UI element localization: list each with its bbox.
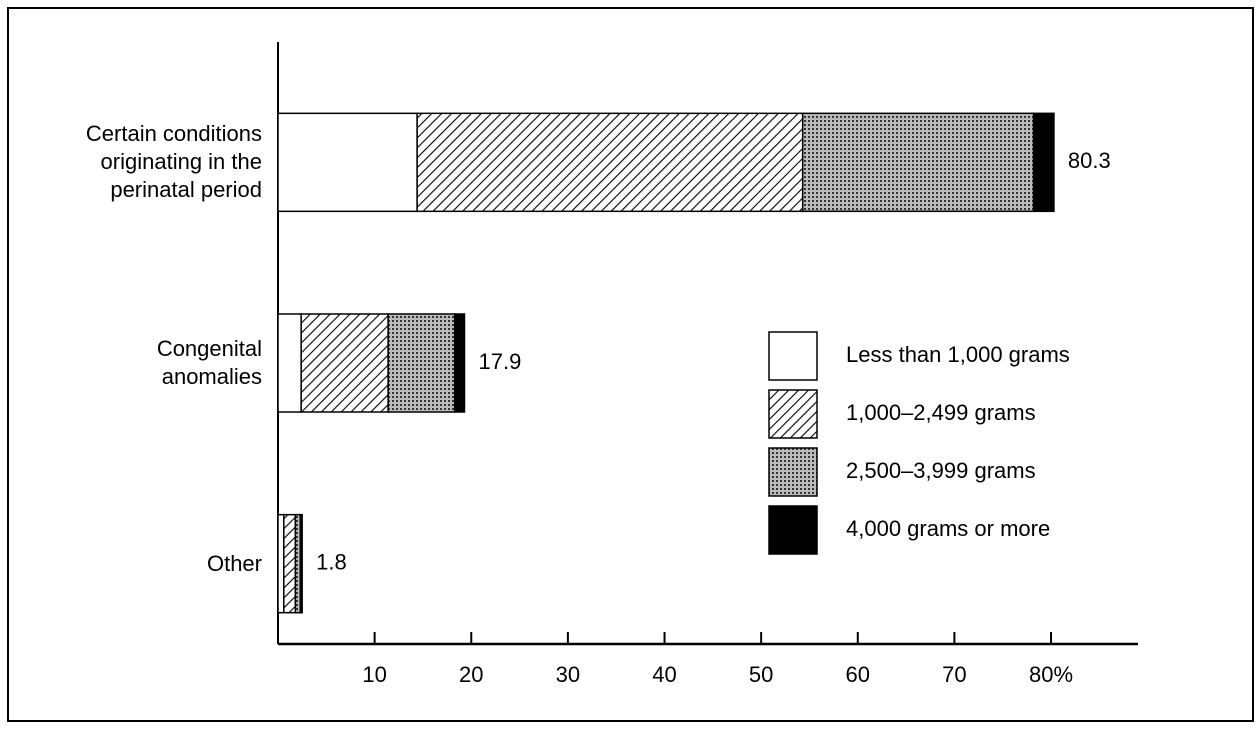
bar-segment [277, 112, 418, 213]
bar-segment [283, 513, 297, 614]
legend-label: Less than 1,000 grams [846, 342, 1070, 367]
total-label: 1.8 [316, 549, 347, 574]
legend-swatch [768, 447, 818, 497]
legend-label: 4,000 grams or more [846, 516, 1050, 541]
x-tick-label: 70 [942, 662, 966, 687]
category-label: Other [206, 550, 262, 576]
x-tick-label: 50 [749, 662, 773, 687]
frame [7, 7, 1254, 722]
legend-swatch [768, 331, 818, 381]
category-label: Congenital anomalies [156, 336, 262, 389]
bar-segment [277, 513, 285, 614]
bar-segment [387, 313, 456, 413]
legend-swatch [768, 389, 818, 439]
bar-segment [277, 313, 302, 413]
total-label: 80.3 [1068, 148, 1111, 173]
bar-segment [416, 112, 804, 213]
x-tick-label: 80% [1029, 662, 1073, 687]
bar-segment [299, 513, 303, 614]
bar-segment [300, 313, 389, 413]
x-tick-label: 30 [556, 662, 580, 687]
legend-label: 1,000–2,499 grams [846, 400, 1036, 425]
x-tick-label: 10 [362, 662, 386, 687]
category-label: Certain conditions originating in the pe… [85, 121, 262, 203]
legend-label: 2,500–3,999 grams [846, 458, 1036, 483]
bar-segment [801, 112, 1035, 213]
x-tick-label: 20 [459, 662, 483, 687]
x-tick-label: 40 [652, 662, 676, 687]
bar-segment [1032, 112, 1055, 213]
bar-segment [454, 313, 466, 413]
total-label: 17.9 [478, 349, 521, 374]
legend-swatch [768, 505, 818, 555]
x-tick-label: 60 [846, 662, 870, 687]
